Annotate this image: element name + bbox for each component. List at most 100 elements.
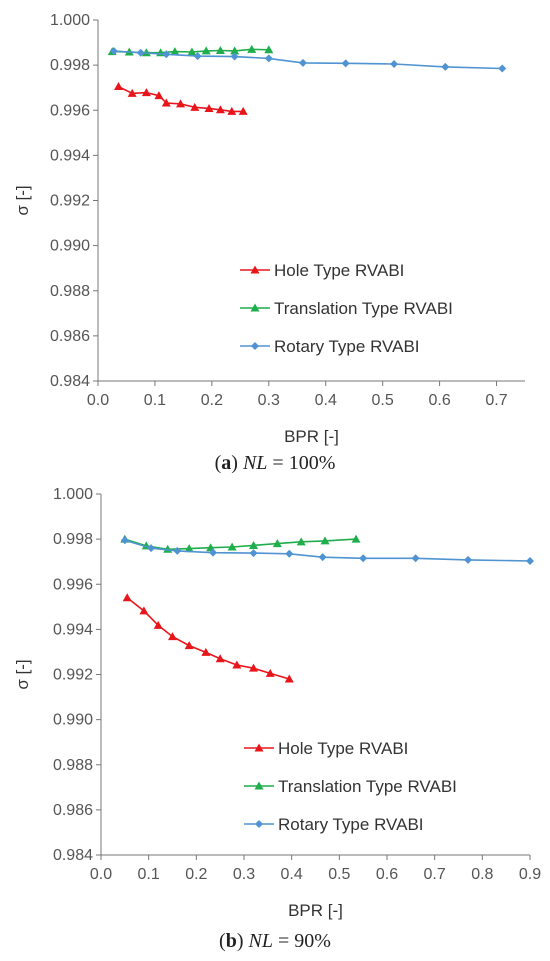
legend-marker bbox=[254, 781, 264, 790]
data-point bbox=[390, 59, 399, 68]
data-point bbox=[215, 45, 225, 54]
y-tick-label: 0.988 bbox=[53, 757, 93, 774]
data-point bbox=[215, 105, 225, 114]
caption-b-value: = 90% bbox=[272, 930, 331, 952]
chart-b-svg: 0.984 0.986 0.988 0.990 0.992 0.994 0.996 0.998… bbox=[13, 486, 541, 920]
x-tick-label: 0.5 bbox=[372, 392, 394, 409]
legend-marker bbox=[254, 743, 264, 752]
series-rotary-type-rvabi bbox=[120, 536, 534, 566]
legend-label: Translation Type RVABI bbox=[278, 777, 457, 796]
x-tick-label: 0.7 bbox=[485, 392, 507, 409]
y-tick-label: 0.988 bbox=[50, 283, 90, 300]
chart-a-svg: 0.984 0.986 0.988 0.990 0.992 0.994 0.996 0.998… bbox=[13, 12, 525, 446]
y-tick-label: 0.996 bbox=[53, 576, 93, 593]
x-tick-label: 0.8 bbox=[471, 866, 493, 883]
y-tick-label: 0.986 bbox=[50, 328, 90, 345]
data-point bbox=[113, 82, 123, 91]
data-point bbox=[136, 48, 145, 57]
y-tick-label: 1.000 bbox=[53, 486, 93, 503]
data-point bbox=[173, 546, 182, 555]
data-point bbox=[464, 555, 473, 564]
x-tick-label: 0.4 bbox=[281, 866, 303, 883]
data-point bbox=[351, 534, 361, 543]
y-tick-label: 0.994 bbox=[53, 621, 93, 638]
x-tick-label: 0.2 bbox=[185, 866, 207, 883]
caption-b: (b) NL = 90% bbox=[219, 930, 331, 952]
legend-marker bbox=[251, 342, 259, 350]
x-tick-label: 0.4 bbox=[315, 392, 337, 409]
x-axis-title: BPR [-] bbox=[284, 427, 339, 446]
data-point bbox=[296, 537, 306, 546]
data-point bbox=[227, 542, 237, 551]
x-tick-label: 0.7 bbox=[424, 866, 446, 883]
data-point bbox=[284, 674, 294, 683]
series-line bbox=[126, 597, 290, 680]
data-point bbox=[209, 548, 218, 557]
x-tick-label: 0.0 bbox=[90, 866, 112, 883]
data-point bbox=[359, 554, 368, 563]
data-point bbox=[249, 663, 259, 672]
legend-label: Translation Type RVABI bbox=[274, 299, 453, 318]
series-translation-type-rvabi bbox=[107, 44, 274, 57]
data-point bbox=[526, 557, 534, 566]
y-axis-title: σ [-] bbox=[13, 659, 32, 689]
legend-label: Hole Type RVABI bbox=[278, 739, 408, 758]
x-tick-label: 0.1 bbox=[138, 866, 160, 883]
x-tick-label: 0.1 bbox=[144, 392, 166, 409]
data-point bbox=[318, 553, 327, 562]
data-point bbox=[298, 58, 307, 67]
data-point bbox=[264, 54, 273, 63]
data-point bbox=[147, 544, 156, 553]
data-point bbox=[411, 554, 420, 563]
legend-label: Rotary Type RVABI bbox=[278, 815, 424, 834]
legend-marker bbox=[250, 303, 260, 312]
x-tick-label: 0.0 bbox=[87, 392, 109, 409]
y-tick-label: 0.998 bbox=[53, 531, 93, 548]
caption-a-variable: NL bbox=[242, 452, 268, 474]
data-point bbox=[249, 549, 258, 558]
data-point bbox=[161, 98, 171, 107]
y-tick-label: 0.990 bbox=[50, 238, 90, 255]
data-point bbox=[201, 647, 211, 656]
data-point bbox=[230, 46, 240, 55]
data-point bbox=[176, 99, 186, 108]
data-point bbox=[127, 88, 137, 97]
data-point bbox=[190, 102, 200, 111]
series-line bbox=[118, 85, 244, 113]
x-axis-title: BPR [-] bbox=[288, 901, 343, 920]
y-tick-label: 0.994 bbox=[50, 147, 90, 164]
x-tick-label: 0.5 bbox=[328, 866, 350, 883]
caption-b-variable: NL bbox=[248, 930, 273, 952]
data-point bbox=[441, 62, 450, 71]
data-point bbox=[109, 47, 118, 56]
data-point bbox=[141, 88, 151, 97]
data-point bbox=[187, 47, 197, 56]
legend: Hole Type RVABI Translation Type RVABI Rot… bbox=[240, 261, 453, 356]
y-axis-title: σ [-] bbox=[13, 185, 32, 215]
y-tick-label: 0.984 bbox=[53, 847, 93, 864]
caption-a-letter: a bbox=[221, 452, 232, 474]
y-tick-label: 0.996 bbox=[50, 102, 90, 119]
data-point bbox=[201, 46, 211, 55]
y-tick-label: 0.984 bbox=[50, 373, 90, 390]
data-point bbox=[230, 52, 239, 61]
data-point bbox=[285, 549, 294, 558]
legend-marker bbox=[255, 820, 263, 828]
chart-panel-b: 0.984 0.986 0.988 0.990 0.992 0.994 0.996 0.998… bbox=[0, 480, 550, 961]
x-tick-label: 0.9 bbox=[519, 866, 541, 883]
y-tick-label: 0.992 bbox=[53, 667, 93, 684]
data-point bbox=[215, 654, 225, 663]
data-point bbox=[247, 44, 257, 53]
series-rotary-type-rvabi bbox=[109, 47, 507, 73]
data-point bbox=[264, 45, 274, 54]
data-point bbox=[238, 106, 248, 115]
caption-a: (a) NL = 100% bbox=[214, 452, 336, 474]
data-point bbox=[162, 50, 171, 59]
data-point bbox=[153, 620, 163, 629]
chart-panel-a: 0.984 0.986 0.988 0.990 0.992 0.994 0.996 0.998… bbox=[13, 12, 525, 474]
caption-a-value: = 100% bbox=[267, 452, 336, 474]
data-point bbox=[498, 64, 507, 73]
legend: Hole Type RVABI Translation Type RVABI Rot… bbox=[244, 739, 457, 834]
series-translation-type-rvabi bbox=[120, 534, 361, 553]
data-point bbox=[139, 606, 149, 615]
